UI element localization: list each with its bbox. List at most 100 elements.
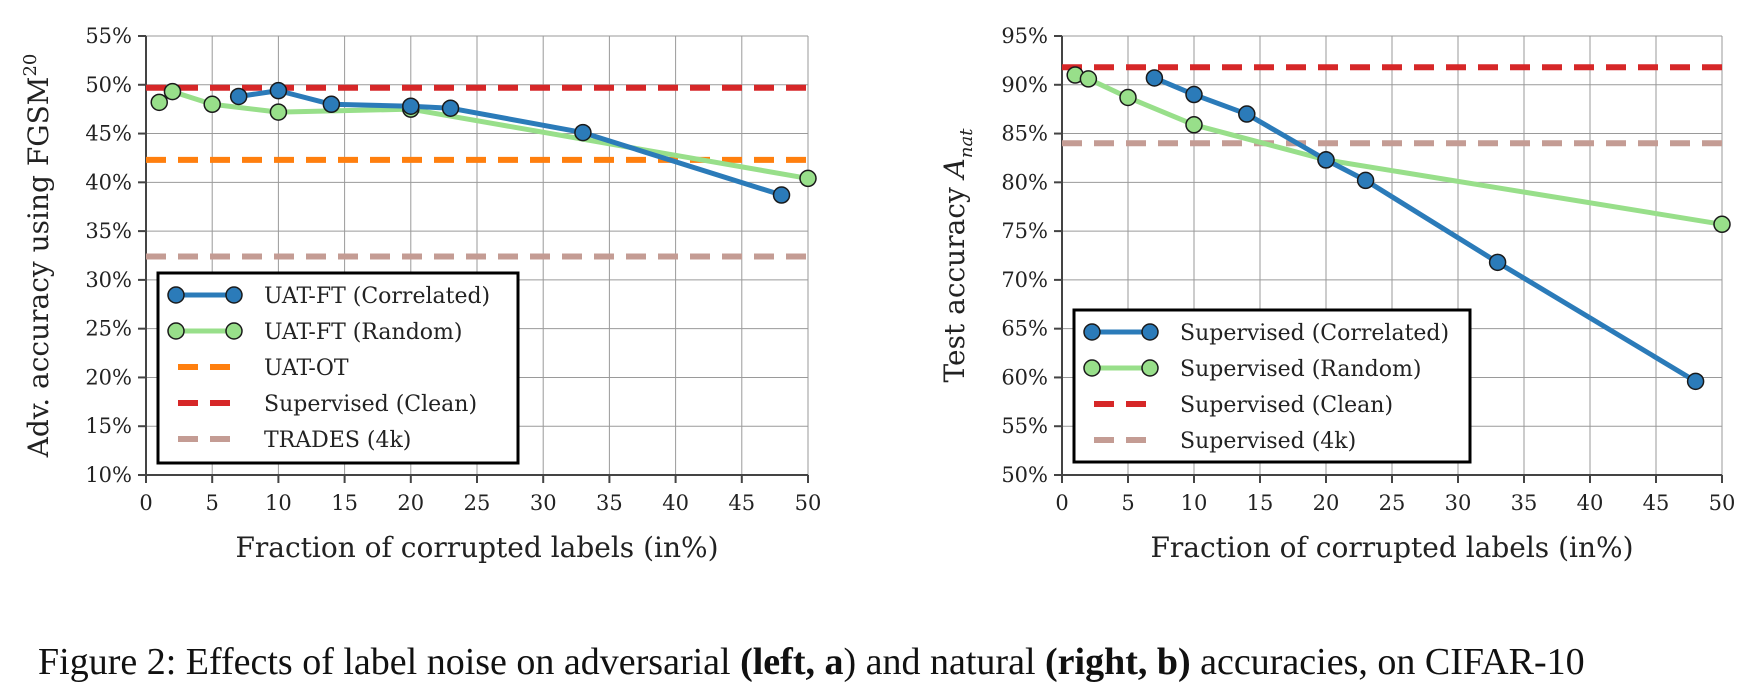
legend-label-supervised-clean: Supervised (Clean) bbox=[1180, 393, 1393, 418]
y-tick-label: 30% bbox=[85, 268, 132, 292]
x-tick-label: 45 bbox=[1643, 491, 1670, 515]
y-tick-label: 15% bbox=[85, 414, 132, 438]
x-tick-label: 20 bbox=[1313, 491, 1340, 515]
y-axis-label-superscript: 20 bbox=[20, 54, 41, 77]
caption-text-2: ) and natural bbox=[843, 641, 1046, 683]
legend-label-trades-4k: TRADES (4k) bbox=[264, 428, 411, 453]
data-point-uat-ft-correlated bbox=[269, 81, 288, 100]
data-point-supervised-correlated bbox=[1686, 372, 1705, 391]
x-tick-label: 25 bbox=[464, 491, 491, 515]
legend: Supervised (Correlated) Supervised (Rando… bbox=[1072, 308, 1472, 464]
legend-marker bbox=[1083, 323, 1101, 341]
legend-marker bbox=[1141, 323, 1159, 341]
x-axis-label: Fraction of corrupted labels (in%) bbox=[1150, 531, 1633, 564]
figure: 0 5 10 15 20 25 30 35 40 45 5010%15%20%25%30%35%40… bbox=[20, 24, 1735, 564]
y-tick-label: 65% bbox=[1001, 317, 1048, 341]
data-point-supervised-correlated bbox=[1238, 105, 1256, 123]
x-tick-label: 25 bbox=[1379, 491, 1406, 515]
legend-label-uat-ft-random: UAT-FT (Random) bbox=[264, 320, 462, 345]
y-tick-label: 50% bbox=[85, 73, 132, 97]
y-tick-label: 35% bbox=[85, 219, 132, 243]
y-tick-label: 85% bbox=[1001, 122, 1048, 146]
x-tick-label: 45 bbox=[728, 491, 755, 515]
x-axis-label: Fraction of corrupted labels (in%) bbox=[235, 531, 718, 564]
legend-label-supervised-4k: Supervised (4k) bbox=[1180, 429, 1356, 454]
x-tick-label: 50 bbox=[795, 491, 822, 515]
caption-prefix: Figure 2: bbox=[38, 641, 177, 683]
legend-label-uat-ot: UAT-OT bbox=[264, 356, 349, 381]
data-point-uat-ft-correlated bbox=[322, 95, 341, 114]
legend-marker bbox=[167, 322, 185, 340]
caption-bold-2: (right, b) bbox=[1045, 641, 1191, 683]
x-tick-label: 15 bbox=[1247, 491, 1274, 515]
x-tick-label: 0 bbox=[139, 491, 152, 515]
series-line-uat-ft-random bbox=[157, 89, 809, 181]
legend-marker bbox=[225, 286, 243, 304]
legend-marker bbox=[1083, 359, 1101, 377]
data-point-uat-ft-random bbox=[269, 103, 288, 121]
y-tick-label: 25% bbox=[85, 317, 132, 341]
y-axis-label-symbol: A bbox=[938, 158, 971, 187]
legend-label-uat-ft-correlated: UAT-FT (Correlated) bbox=[264, 284, 490, 309]
chart-right-natural: 0 5 10 15 20 25 30 35 40 45 50 50% 55% 60% 65% 70% 75% 80… bbox=[938, 24, 1735, 564]
x-tick-label: 35 bbox=[596, 491, 623, 515]
legend-marker bbox=[1141, 359, 1159, 377]
data-point-supervised-correlated bbox=[1185, 85, 1203, 104]
x-tick-label: 10 bbox=[265, 491, 292, 515]
data-point-uat-ft-random bbox=[799, 169, 817, 188]
caption-text-3: accuracies, on CIFAR-10 bbox=[1190, 641, 1585, 683]
legend-marker bbox=[167, 286, 185, 304]
x-tick-label: 0 bbox=[1055, 491, 1068, 515]
y-tick-label: 55% bbox=[85, 24, 132, 48]
y-tick-label: 10% bbox=[85, 463, 132, 487]
y-axis-label: Test accuracy Anat bbox=[938, 128, 977, 383]
x-tick-label: 5 bbox=[1121, 491, 1134, 515]
caption-bold-1: (left, a bbox=[740, 641, 844, 683]
data-point-supervised-correlated bbox=[1145, 69, 1164, 87]
data-point-supervised-correlated bbox=[1488, 253, 1507, 272]
x-tick-label: 30 bbox=[530, 491, 557, 515]
figure-caption: Figure 2: Effects of label noise on adve… bbox=[38, 640, 1738, 684]
x-tick-label: 30 bbox=[1445, 491, 1472, 515]
data-point-supervised-random bbox=[1185, 116, 1203, 134]
series-line-uat-ft-correlated bbox=[238, 88, 783, 198]
data-point-supervised-correlated bbox=[1317, 151, 1335, 169]
data-point-uat-ft-correlated bbox=[229, 87, 248, 106]
y-axis-label: Adv. accuracy using FGSM20 bbox=[20, 54, 55, 459]
legend-label-supervised-clean: Supervised (Clean) bbox=[264, 392, 477, 417]
y-tick-label: 70% bbox=[1001, 268, 1048, 292]
legend-label-supervised-random: Supervised (Random) bbox=[1180, 357, 1421, 382]
x-tick-label: 40 bbox=[1577, 491, 1604, 515]
y-tick-label: 60% bbox=[1001, 365, 1048, 389]
y-tick-label: 20% bbox=[85, 365, 132, 389]
x-tick-label: 50 bbox=[1709, 491, 1736, 515]
x-tick-label: 15 bbox=[331, 491, 358, 515]
x-tick-label: 35 bbox=[1511, 491, 1538, 515]
data-point-uat-ft-random bbox=[150, 93, 168, 112]
y-tick-label: 95% bbox=[1001, 24, 1048, 48]
chart-left-adversarial: 0 5 10 15 20 25 30 35 40 45 50 10% 15% 20% 25% 30% 35% 40… bbox=[20, 24, 821, 564]
x-tick-label: 40 bbox=[662, 491, 689, 515]
y-tick-label: 40% bbox=[85, 170, 132, 194]
data-point-uat-ft-random bbox=[203, 95, 221, 114]
y-tick-label: 50% bbox=[1001, 463, 1048, 487]
x-tick-label: 5 bbox=[206, 491, 219, 515]
data-point-uat-ft-correlated bbox=[574, 123, 592, 142]
data-point-supervised-random bbox=[1079, 70, 1098, 88]
y-tick-label: 75% bbox=[1001, 219, 1048, 243]
legend: UAT-FT (Correlated) UAT-FT (Random) UAT-OT… bbox=[156, 271, 520, 465]
data-point-supervised-random bbox=[1713, 215, 1731, 234]
y-tick-label: 80% bbox=[1001, 170, 1048, 194]
data-point-uat-ft-correlated bbox=[772, 186, 791, 204]
x-tick-label: 10 bbox=[1181, 491, 1208, 515]
legend-marker bbox=[225, 322, 243, 340]
data-point-uat-ft-random bbox=[163, 82, 182, 101]
data-point-uat-ft-correlated bbox=[402, 97, 420, 115]
x-tick-label: 20 bbox=[397, 491, 424, 515]
data-point-supervised-random bbox=[1119, 88, 1137, 107]
data-point-supervised-correlated bbox=[1356, 171, 1375, 190]
y-tick-label: 90% bbox=[1001, 73, 1048, 97]
y-axis-label-subscript: nat bbox=[956, 128, 977, 158]
y-tick-label: 45% bbox=[85, 122, 132, 146]
y-tick-label: 55% bbox=[1001, 414, 1048, 438]
